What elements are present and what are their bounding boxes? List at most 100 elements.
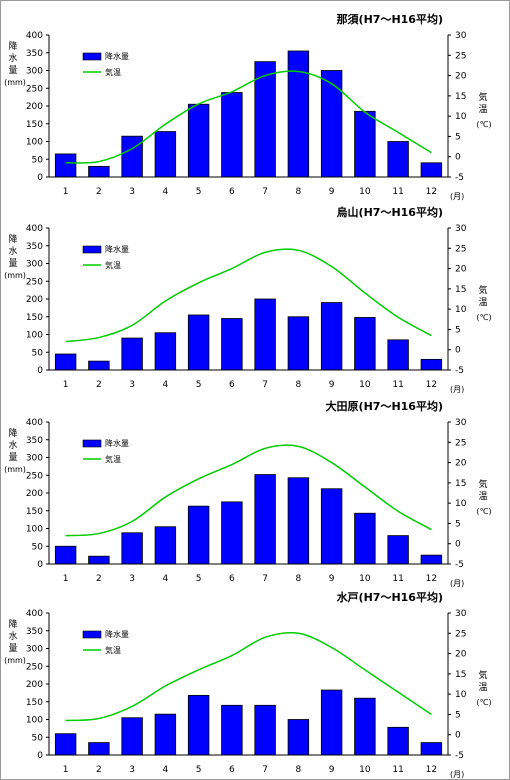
left-tick-label: 100: [26, 331, 43, 341]
right-tick-label: 30: [455, 609, 467, 619]
legend-label-bar: 降水量: [105, 244, 129, 254]
x-tick-label: 8: [296, 765, 302, 775]
x-tick-label: 11: [392, 187, 403, 197]
temperature-line: [65, 444, 432, 537]
right-tick-label: 0: [455, 540, 461, 550]
x-tick-label: 11: [392, 574, 403, 584]
right-tick-label: 30: [455, 224, 467, 234]
left-tick-label: 250: [26, 277, 43, 287]
legend-label-line: 気温: [105, 260, 121, 270]
bar-12: [420, 554, 443, 565]
right-axis-label-char: 温: [478, 104, 487, 115]
left-tick-label: 200: [26, 295, 43, 305]
bar-11: [387, 141, 409, 178]
bar-5: [187, 505, 210, 565]
left-tick-label: 400: [26, 609, 43, 619]
left-tick-label: 150: [26, 120, 43, 130]
x-tick-label: 9: [329, 765, 335, 775]
bar-9: [320, 488, 343, 565]
x-tick-label: 12: [426, 765, 437, 775]
x-axis-unit: (月): [450, 770, 464, 779]
x-tick-label: 6: [229, 380, 235, 390]
legend-label-line: 気温: [105, 645, 121, 655]
legend-swatch-bar: [82, 52, 102, 61]
left-tick-label: 50: [32, 348, 44, 358]
bar-6: [221, 501, 243, 565]
bar-7: [254, 474, 276, 565]
x-axis-unit: (月): [450, 385, 464, 394]
x-tick-label: 5: [196, 380, 202, 390]
x-tick-label: 10: [359, 187, 371, 197]
left-tick-label: 250: [26, 84, 43, 94]
bar-3: [121, 135, 143, 178]
bar-12: [420, 162, 443, 178]
right-tick-label: 5: [455, 710, 461, 720]
right-tick-label: 30: [455, 418, 467, 428]
left-tick-label: 350: [26, 49, 43, 59]
right-axis-label-char: 気: [478, 284, 487, 296]
bar-8: [287, 719, 310, 756]
left-axis-unit: (mm): [4, 78, 26, 87]
left-tick-label: 200: [26, 680, 43, 690]
chart-title: 大田原(H7～H16平均): [326, 399, 443, 413]
right-tick-label: -5: [455, 173, 464, 183]
right-tick-label: 10: [455, 690, 467, 700]
left-axis-unit: (mm): [4, 271, 26, 280]
x-tick-label: 12: [426, 187, 437, 197]
left-axis-label-char: 量: [8, 643, 17, 654]
left-tick-label: 300: [26, 645, 43, 655]
right-tick-label: 25: [455, 629, 466, 639]
x-tick-label: 7: [262, 187, 268, 197]
bar-4: [154, 332, 177, 371]
left-axis-label-char: 降: [8, 233, 17, 245]
right-axis-label-char: 温: [478, 491, 487, 502]
x-tick-label: 10: [359, 380, 371, 390]
right-axis-label-char: 気: [478, 91, 487, 103]
x-tick-label: 4: [163, 765, 169, 775]
x-tick-label: 5: [196, 765, 202, 775]
x-tick-label: 8: [296, 574, 302, 584]
legend-swatch-bar: [82, 245, 102, 254]
x-tick-label: 12: [426, 380, 437, 390]
left-tick-label: 350: [26, 242, 43, 252]
right-axis-unit: (℃): [476, 507, 491, 516]
bar-6: [221, 92, 243, 178]
left-axis-unit: (mm): [4, 656, 26, 665]
bar-4: [154, 713, 177, 756]
right-tick-label: 0: [455, 153, 461, 163]
left-tick-label: 50: [32, 542, 44, 552]
x-tick-label: 7: [262, 765, 268, 775]
x-tick-label: 3: [129, 380, 135, 390]
left-tick-label: 300: [26, 454, 43, 464]
bar-1: [54, 353, 77, 371]
chart-mito: 水戸(H7～H16平均) 0 50 100 150 200 250 300 350 400 -5 0 5…: [4, 590, 492, 779]
x-tick-label: 6: [229, 765, 235, 775]
left-axis-label-char: 量: [8, 452, 17, 463]
bar-11: [387, 535, 409, 565]
left-tick-label: 250: [26, 662, 43, 672]
left-axis-label-char: 量: [8, 65, 17, 76]
x-tick-label: 3: [129, 765, 135, 775]
right-tick-label: 20: [455, 650, 467, 660]
x-tick-label: 12: [426, 574, 437, 584]
x-tick-label: 8: [296, 380, 302, 390]
right-tick-label: -5: [455, 751, 464, 761]
x-tick-label: 5: [196, 574, 202, 584]
bar-2: [88, 165, 110, 178]
left-tick-label: 0: [37, 173, 43, 183]
bar-4: [154, 526, 177, 565]
bar-1: [54, 545, 77, 565]
bar-3: [121, 717, 143, 756]
left-axis-label-char: 降: [8, 618, 17, 630]
bar-5: [187, 314, 210, 371]
left-axis-label-char: 降: [8, 427, 17, 439]
left-axis-unit: (mm): [4, 465, 26, 474]
x-tick-label: 6: [229, 574, 235, 584]
left-tick-label: 150: [26, 507, 43, 517]
right-tick-label: 10: [455, 499, 467, 509]
bar-11: [387, 726, 409, 756]
right-tick-label: 10: [455, 305, 467, 315]
x-tick-label: 10: [359, 574, 371, 584]
chart-title: 烏山(H7～H16平均): [337, 205, 443, 219]
bar-6: [221, 704, 243, 756]
